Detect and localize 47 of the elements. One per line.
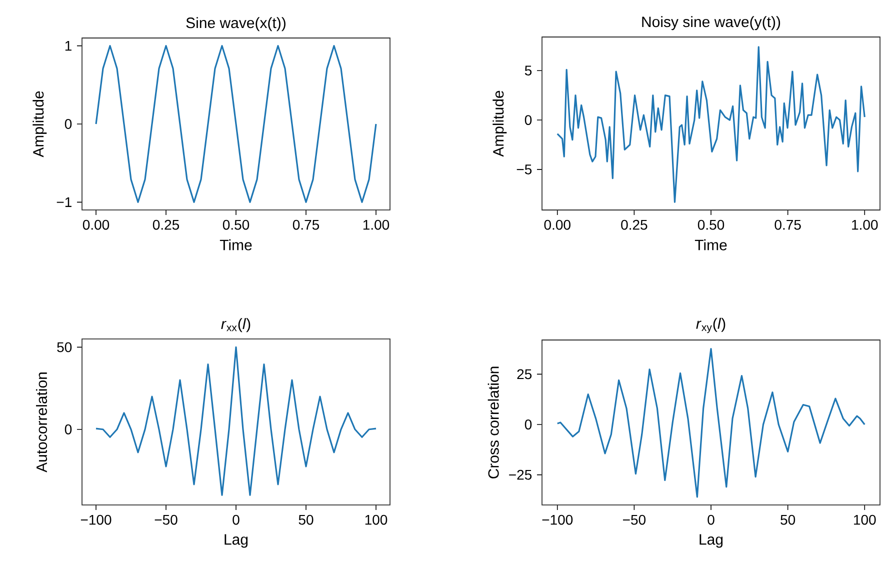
- y-tick-label: 50: [57, 342, 72, 352]
- chart-title: Noisy sine wave(y(t)): [642, 16, 780, 30]
- y-tick-label: 0: [64, 424, 72, 434]
- x-tick-label: −100: [542, 514, 573, 525]
- y-tick-label: 5: [524, 66, 532, 76]
- y-tick-label: −25: [509, 470, 532, 480]
- x-tick-label: 0.75: [774, 220, 801, 230]
- x-tick-label: 0: [232, 514, 240, 525]
- x-axis-title: Time: [220, 239, 252, 250]
- x-axis-title: Lag: [224, 534, 248, 548]
- x-tick-label: 100: [365, 514, 388, 525]
- y-axis-title: Amplitude: [32, 91, 47, 158]
- y-tick-label: 0: [64, 119, 72, 129]
- x-axis-title: Lag: [700, 534, 723, 548]
- x-tick-label: 0.75: [292, 220, 320, 230]
- x-tick-label: 1.00: [363, 220, 390, 230]
- y-tick-label: 25: [517, 369, 532, 380]
- x-tick-label: 0.25: [621, 220, 648, 230]
- line-series: [556, 348, 866, 498]
- line-series: [95, 346, 377, 496]
- x-tick-label: 100: [854, 514, 876, 525]
- y-tick-label: 1: [65, 40, 72, 51]
- x-tick-label: 0.00: [544, 220, 570, 230]
- y-axis-title: Cross correlation: [488, 366, 499, 478]
- x-tick-label: 1.00: [852, 220, 878, 230]
- chart-title: r$_{xx}$(l): [221, 318, 250, 332]
- y-tick-label: −1: [56, 197, 72, 207]
- x-axis-title: Time: [694, 239, 727, 250]
- y-axis-title: Amplitude: [492, 90, 507, 157]
- x-tick-label: −50: [623, 514, 646, 525]
- x-tick-label: 0.00: [82, 220, 110, 230]
- x-tick-label: 50: [298, 514, 314, 525]
- chart-title: r$_{xy}$(l): [696, 318, 726, 334]
- x-tick-label: 0.25: [152, 220, 180, 230]
- y-tick-label: −5: [516, 164, 532, 174]
- x-tick-label: 0.50: [222, 220, 250, 230]
- x-tick-label: 50: [780, 514, 796, 525]
- x-tick-label: 0.50: [698, 220, 724, 230]
- y-tick-label: 0: [524, 115, 532, 125]
- x-tick-label: −50: [154, 514, 178, 525]
- y-axis-title: Autocorrelation: [36, 372, 48, 472]
- y-tick-label: 0: [524, 420, 532, 430]
- line-series: [556, 46, 866, 203]
- x-tick-label: −100: [80, 514, 112, 525]
- line-series: [95, 45, 377, 203]
- chart-title: Sine wave(x(t)): [186, 17, 286, 32]
- x-tick-label: 0: [708, 514, 714, 525]
